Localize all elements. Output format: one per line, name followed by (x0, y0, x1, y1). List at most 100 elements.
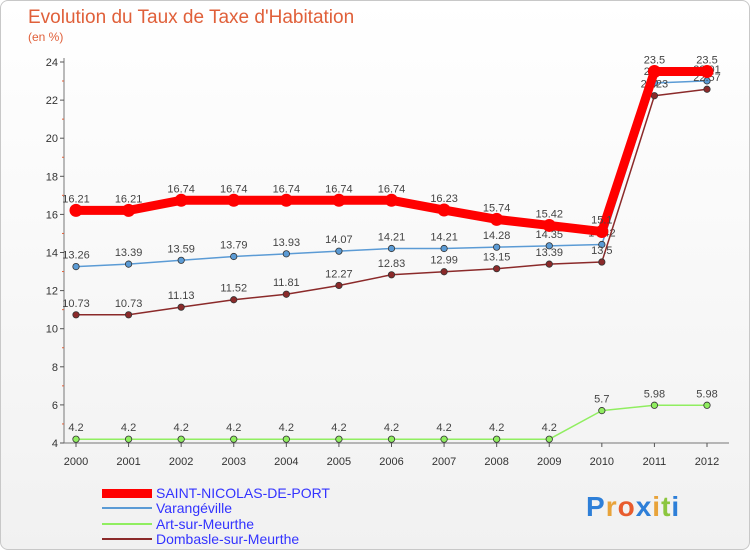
data-label: 4.2 (279, 422, 294, 434)
data-label: 10.73 (115, 298, 143, 310)
data-label: 15.74 (483, 202, 511, 214)
data-label: 16.74 (273, 183, 301, 195)
y-tick-label: 14 (46, 248, 58, 260)
data-point (124, 435, 133, 443)
data-label: 5.98 (644, 388, 665, 400)
data-label: 14.35 (535, 229, 563, 241)
x-tick-label: 2005 (327, 456, 351, 468)
data-point (545, 260, 553, 268)
data-point (545, 435, 553, 443)
data-point (230, 296, 238, 304)
data-point (440, 244, 448, 253)
y-tick-label: 22 (46, 95, 58, 107)
data-point (598, 407, 606, 415)
data-label: 16.74 (220, 183, 248, 195)
data-label: 13.79 (220, 240, 248, 252)
data-label: 10.73 (62, 298, 90, 310)
data-label: 23.5 (644, 55, 665, 67)
data-label: 4.2 (542, 422, 557, 434)
y-tick-label: 20 (46, 133, 58, 145)
x-tick-label: 2003 (222, 456, 246, 468)
x-tick-label: 2009 (537, 456, 561, 468)
data-label: 4.2 (384, 422, 399, 434)
data-label: 14.21 (430, 231, 458, 243)
y-tick-label: 16 (46, 209, 58, 221)
x-tick-label: 2007 (432, 456, 456, 468)
data-point (387, 271, 396, 279)
legend-item-art-sur-meurthe[interactable]: Art-sur-Meurthe (102, 516, 254, 532)
data-point (493, 265, 501, 273)
x-tick-label: 2011 (643, 456, 667, 468)
data-point (279, 193, 293, 207)
data-point (124, 260, 133, 268)
legend-item-dombasle-sur-meurthe[interactable]: Dombasle-sur-Meurthe (102, 531, 299, 547)
data-point (700, 65, 714, 79)
logo-letter: P (586, 491, 606, 522)
x-tick-label: 2000 (64, 456, 88, 468)
data-label: 16.21 (62, 193, 90, 205)
data-label: 16.74 (325, 183, 353, 195)
legend-label: Dombasle-sur-Meurthe (156, 531, 300, 547)
data-point (174, 193, 188, 207)
data-label: 16.23 (430, 193, 458, 205)
data-label: 16.21 (115, 193, 143, 205)
chart-title: Evolution du Taux de Taxe d'Habitation (28, 7, 355, 28)
y-tick-label: 8 (52, 362, 58, 374)
y-tick-label: 24 (46, 57, 58, 69)
data-label: 13.59 (167, 243, 195, 255)
data-label: 15.42 (535, 208, 563, 220)
data-point (122, 203, 136, 217)
y-tick-label: 18 (46, 171, 58, 183)
data-point (703, 401, 711, 409)
data-point (440, 435, 448, 443)
series-layer: 13.26 13.39 13.59 13.79 13.93 14.07 14.21 14.21… (62, 55, 721, 443)
data-point (177, 256, 185, 264)
data-label: 11.13 (168, 290, 195, 302)
data-point (124, 311, 133, 319)
data-label: 11.81 (273, 277, 300, 289)
logo-letter: i (652, 491, 662, 522)
y-tick-label: 6 (52, 400, 58, 412)
data-label: 5.98 (696, 388, 717, 400)
data-point (703, 85, 711, 93)
logo-letter: r (605, 491, 618, 522)
legend-item-varangeville[interactable]: Varangéville (102, 500, 232, 516)
series-saint-nicolas-de-port: 16.21 16.21 16.74 16.74 16.74 16.74 16.74 16.23… (62, 55, 718, 239)
data-label: 13.26 (62, 250, 90, 262)
legend-item-saint-nicolas-de-port[interactable]: SAINT-NICOLAS-DE-PORT (102, 485, 330, 501)
data-point (387, 244, 396, 253)
x-tick-label: 2001 (116, 456, 140, 468)
data-label: 16.74 (167, 183, 195, 195)
data-point (282, 250, 290, 258)
legend-swatch (102, 507, 152, 509)
series-art-sur-meurthe: 4.2 4.2 4.2 4.2 4.2 4.2 4.2 4.2 4.2 4.2 5.7 5.98 5.9… (68, 388, 718, 443)
data-point (282, 290, 290, 298)
data-point (545, 242, 553, 250)
legend-label: SAINT-NICOLAS-DE-PORT (156, 485, 330, 501)
data-label: 13.39 (535, 247, 563, 259)
data-label: 4.2 (68, 422, 83, 434)
data-label: 4.2 (331, 422, 346, 434)
data-point (335, 281, 343, 290)
data-label: 13.5 (591, 245, 612, 257)
data-point (230, 435, 238, 443)
legend-swatch (102, 538, 152, 540)
legend-label: Art-sur-Meurthe (156, 516, 255, 532)
data-point (335, 247, 343, 255)
data-label: 12.27 (325, 268, 353, 280)
data-point (595, 225, 609, 239)
data-point (647, 65, 661, 79)
data-label: 15.1 (591, 215, 612, 227)
y-tick-label: 12 (46, 286, 58, 298)
data-point (72, 262, 80, 271)
data-label: 14.28 (483, 230, 511, 242)
series-line (71, 67, 712, 237)
data-point (490, 212, 504, 226)
data-point (493, 435, 501, 443)
data-point (493, 243, 501, 251)
x-tick-label: 2006 (379, 456, 403, 468)
data-point (177, 435, 185, 443)
data-point (72, 435, 80, 443)
